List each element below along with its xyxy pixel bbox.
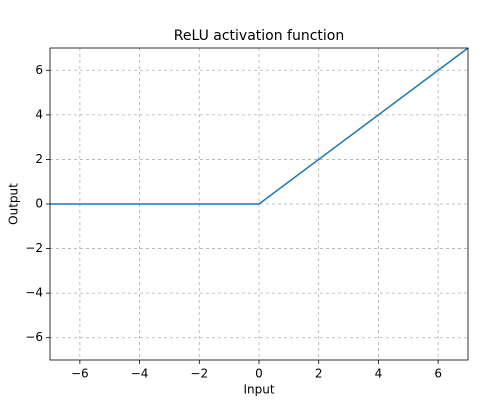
- x-tick-label: 4: [375, 367, 383, 381]
- y-tick-label: 0: [35, 197, 43, 211]
- x-tick-label: −6: [71, 367, 89, 381]
- y-axis-label: Output: [7, 183, 21, 225]
- y-tick-label: −2: [25, 241, 43, 255]
- y-tick-label: 2: [35, 152, 43, 166]
- x-axis-label: Input: [243, 383, 274, 397]
- y-tick-label: −4: [25, 286, 43, 300]
- y-tick-label: 4: [35, 107, 43, 121]
- x-tick-label: −2: [190, 367, 208, 381]
- x-tick-label: 2: [315, 367, 323, 381]
- plot-frame: [49, 47, 469, 361]
- y-tick-label: −6: [25, 330, 43, 344]
- chart-title: ReLU activation function: [174, 28, 345, 44]
- line: [50, 47, 469, 205]
- y-tick-label: 6: [35, 63, 43, 77]
- x-tick-label: −4: [131, 367, 149, 381]
- x-tick-label: 6: [434, 367, 442, 381]
- x-tick-label: 0: [255, 367, 263, 381]
